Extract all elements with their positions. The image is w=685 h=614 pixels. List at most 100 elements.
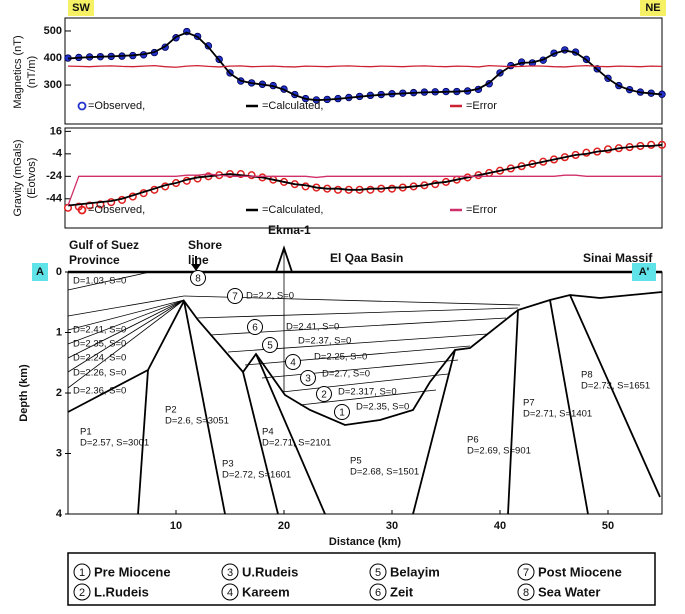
legend-marker	[73, 563, 91, 581]
layer-label: D=2.41, S=0	[73, 325, 126, 336]
legend-marker-number: 1	[79, 567, 85, 579]
y-tick-label: -24	[46, 170, 63, 182]
series-line	[67, 143, 663, 207]
unit-marker	[285, 354, 301, 370]
legend-unit-name: Post Miocene	[538, 564, 622, 579]
y-tick-label: 4	[56, 508, 63, 520]
x-tick-label: 10	[170, 520, 182, 532]
unit-marker	[300, 370, 316, 386]
layer-label: D=2.37, S=0	[298, 336, 351, 347]
layer-label: D=2.7, S=0	[322, 369, 370, 380]
block-label: D=2.69, S=901	[467, 446, 531, 457]
legend-unit-name: Pre Miocene	[94, 564, 171, 579]
layer-label: D=2.25, S=0	[314, 352, 367, 363]
corner-label: NE	[645, 2, 660, 14]
block-label: D=2.57, S=3001	[80, 438, 149, 449]
observed-point	[96, 200, 105, 209]
layer-label: D=2.317, S=0	[338, 387, 397, 398]
block-name: P5	[350, 456, 362, 467]
corner-label-box	[68, 0, 94, 16]
block-label: D=2.6, S=3051	[165, 416, 229, 427]
legend-unit-name: Belayim	[390, 564, 440, 579]
y-axis-title: Gravity (mGals)	[12, 140, 24, 217]
series-line	[67, 31, 663, 102]
end-label: A'	[639, 266, 650, 278]
layer-label: D=2.36, S=0	[73, 386, 126, 397]
unit-marker	[227, 288, 243, 304]
unit-marker-number: 5	[267, 341, 273, 352]
x-tick-label: 40	[494, 520, 506, 532]
place-label: Ekma-1	[268, 223, 311, 237]
x-tick-label: 30	[386, 520, 398, 532]
y-tick-label: 0	[56, 266, 62, 278]
legend-marker-number: 4	[227, 587, 233, 599]
gravity-frame	[64, 127, 663, 229]
legend-marker-number: 7	[523, 567, 529, 579]
corner-label-box	[640, 0, 666, 16]
end-label-box	[32, 263, 48, 281]
legend-unit-name: Kareem	[242, 584, 290, 599]
legend-unit-name: U.Rudeis	[242, 564, 298, 579]
series-line	[67, 64, 663, 68]
block-name: P3	[222, 459, 234, 470]
observed-point	[85, 201, 94, 210]
layer-label: D=1.03, S=0	[73, 276, 126, 287]
unit-marker-number: 3	[305, 374, 311, 385]
legend-marker-number: 8	[523, 587, 529, 599]
block-name: P6	[467, 435, 479, 446]
legend-unit-name: Sea Water	[538, 584, 600, 599]
legend-swatch	[77, 101, 87, 111]
x-tick-label: 20	[278, 520, 290, 532]
block-label: D=2.71, S=1401	[523, 409, 592, 420]
observed-point	[204, 42, 213, 50]
series-line	[67, 173, 662, 206]
legend-marker	[73, 583, 91, 601]
end-label-box	[632, 263, 656, 281]
block-name: P4	[262, 427, 274, 438]
legend-marker-number: 5	[375, 567, 381, 579]
y-tick-label: 3	[56, 447, 62, 459]
place-label: Sinai Massif	[583, 251, 653, 265]
block-name: P1	[80, 427, 92, 438]
unit-marker-number: 1	[339, 408, 345, 419]
x-tick-label: 50	[602, 520, 614, 532]
y-axis-subtitle: (nT/m)	[26, 56, 38, 88]
legend-marker-number: 2	[79, 587, 85, 599]
unit-marker	[262, 337, 278, 353]
y-tick-label: 1	[56, 326, 62, 338]
unit-marker	[190, 270, 206, 286]
y-tick-label: 16	[50, 125, 62, 137]
unit-marker-number: 2	[321, 390, 327, 401]
legend-unit-name: L.Rudeis	[94, 584, 149, 599]
y-tick-label: 500	[44, 25, 62, 37]
legend-label: =Calculated,	[262, 204, 323, 216]
unit-marker	[247, 319, 263, 335]
y-tick-label: 300	[44, 79, 62, 91]
layer-label: D=2.35, S=0	[356, 402, 409, 413]
legend-label: =Error	[466, 100, 497, 112]
legend-marker	[369, 563, 387, 581]
legend-box	[67, 552, 656, 606]
y-axis-title: Magnetics (nT)	[12, 35, 24, 108]
y-tick-label: 2	[56, 387, 62, 399]
legend-marker	[517, 563, 535, 581]
unit-marker-number: 7	[232, 292, 238, 303]
legend-label: =Calculated,	[262, 100, 323, 112]
unit-marker-number: 8	[195, 274, 201, 285]
y-axis-subtitle: (Eotvos)	[26, 158, 38, 199]
place-label: El Qaa Basin	[330, 251, 403, 265]
block-name: P7	[523, 398, 535, 409]
block-label: D=2.68, S=1501	[350, 467, 419, 478]
legend-marker	[517, 583, 535, 601]
unit-marker	[316, 386, 332, 402]
block-label: D=2.73, S=1651	[581, 381, 650, 392]
y-axis-title: Depth (km)	[18, 364, 30, 422]
magnetics-frame	[64, 17, 663, 125]
legend-label: =Observed,	[88, 100, 145, 112]
legend-marker	[221, 563, 239, 581]
legend-unit-name: Zeit	[390, 584, 414, 599]
legend-label: =Error	[466, 204, 497, 216]
unit-marker-number: 4	[290, 358, 296, 369]
block-label: D=2.71, S=2101	[262, 438, 331, 449]
